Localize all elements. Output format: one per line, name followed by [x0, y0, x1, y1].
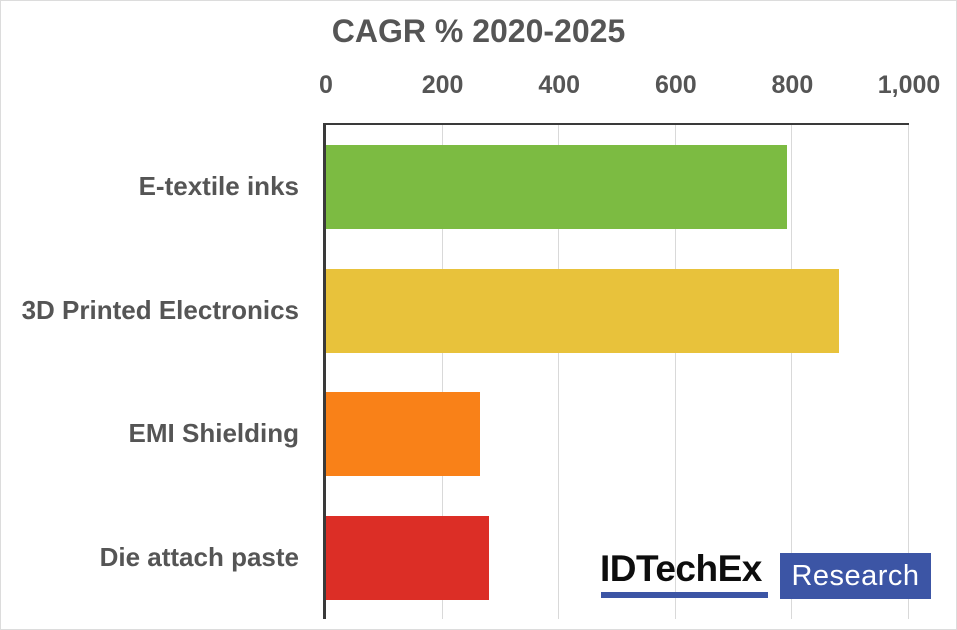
- x-axis-tick: 800: [771, 71, 814, 99]
- plot-area: [323, 123, 909, 619]
- x-axis-tick: 0: [319, 71, 333, 99]
- gridline: [674, 125, 676, 619]
- bar-emi-shielding: [326, 392, 481, 476]
- bar-3d-printed-electronics: [326, 268, 840, 353]
- gridline: [791, 125, 793, 619]
- x-axis-tick: 400: [538, 71, 581, 99]
- category-label: 3D Printed Electronics: [21, 294, 299, 325]
- x-axis-tick: 600: [654, 71, 697, 99]
- gridline: [558, 125, 560, 619]
- category-label: Die attach paste: [99, 541, 299, 572]
- bar-e-textile-inks: [326, 145, 787, 229]
- category-label: EMI Shielding: [128, 418, 299, 448]
- x-axis-tick: 1,000: [877, 71, 941, 99]
- gridline: [441, 125, 443, 619]
- chart-title: CAGR % 2020-2025: [331, 13, 626, 49]
- bar-die-attach-paste: [326, 515, 490, 600]
- logo-underline: [601, 592, 768, 598]
- x-axis-tick: 200: [421, 71, 464, 99]
- category-label-column: E-textile inks 3D Printed Electronics EMI …: [1, 125, 299, 619]
- logo-research-badge: Research: [780, 553, 931, 599]
- gridline: [908, 125, 909, 619]
- logo-brand-text: IDTechEx: [600, 548, 762, 589]
- category-label: E-textile inks: [138, 171, 299, 201]
- idtechex-logo: IDTechEx Research: [599, 550, 934, 600]
